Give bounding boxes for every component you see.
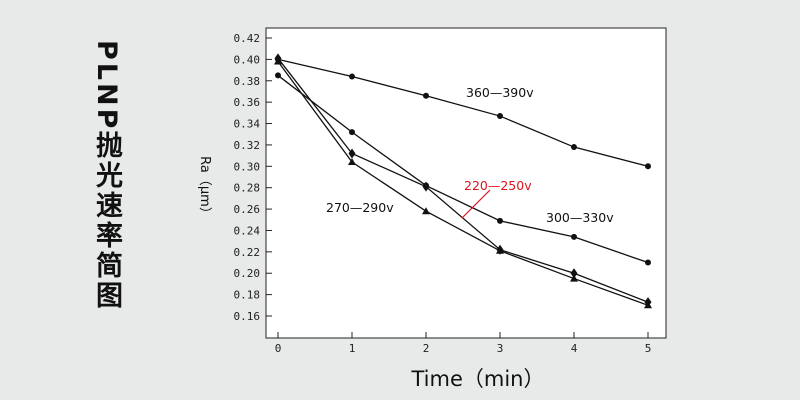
x-tick-label: 2 [423, 342, 430, 355]
annotation-220-250v: 220—250v [464, 178, 532, 193]
point-220-250-2 [422, 181, 430, 192]
y-tick-label: 0.32 [234, 139, 261, 152]
y-tick-label: 0.20 [234, 267, 261, 280]
point-300-330-3 [497, 217, 503, 224]
y-tick-label: 0.40 [234, 53, 261, 66]
series-line-300-330 [277, 74, 649, 264]
point-270-290-4 [570, 274, 578, 282]
point-220-250-1 [348, 148, 356, 159]
point-360-390-2 [423, 92, 429, 99]
point-360-390-5 [645, 163, 651, 170]
x-tick-label: 0 [275, 342, 282, 355]
y-tick-label: 0.26 [234, 203, 261, 216]
x-axis: 0 1 2 3 4 5 [275, 332, 652, 355]
annotation-layer: 360—390v 300—330v 220—250v 270—290v [326, 85, 614, 225]
x-tick-label: 3 [497, 342, 504, 355]
y-tick-label: 0.18 [234, 289, 261, 302]
y-axis-label: Ra（μm） [197, 156, 212, 220]
annotation-leader-line [461, 189, 491, 219]
y-tick-label: 0.24 [234, 224, 261, 237]
series-line-270-290 [277, 61, 649, 306]
point-220-250-4 [570, 268, 578, 279]
series-line-360-390 [277, 58, 649, 167]
x-tick-label: 5 [645, 342, 652, 355]
x-tick-label: 4 [571, 342, 578, 355]
y-tick-label: 0.34 [234, 118, 261, 131]
x-tick-label: 1 [349, 342, 356, 355]
y-tick-label: 0.42 [234, 32, 261, 45]
y-tick-label: 0.36 [234, 96, 261, 109]
point-300-330-4 [571, 233, 577, 240]
series-layer [274, 53, 652, 309]
point-300-330-5 [645, 259, 651, 266]
point-270-290-3 [496, 246, 504, 254]
point-360-390-3 [497, 113, 503, 120]
series-line-220-250 [277, 57, 649, 303]
plot-area [265, 27, 667, 339]
x-axis-label: Time（min） [411, 367, 545, 391]
point-270-290-5 [644, 301, 652, 309]
annotation-270-290v: 270—290v [326, 200, 394, 215]
y-tick-label: 0.16 [234, 310, 261, 323]
point-360-390-4 [571, 144, 577, 151]
y-axis: 0.16 0.18 0.20 0.22 0.24 0.26 0.28 0.30 0.32 0.34… [234, 32, 272, 323]
annotation-360-390v: 360—390v [466, 85, 534, 100]
y-tick-label: 0.38 [234, 75, 261, 88]
point-300-330-0 [275, 72, 281, 79]
point-270-290-0 [274, 57, 282, 65]
point-300-330-1 [349, 129, 355, 136]
y-tick-label: 0.28 [234, 182, 261, 195]
y-tick-label: 0.30 [234, 160, 261, 173]
point-360-390-1 [349, 73, 355, 80]
point-270-290-2 [422, 207, 430, 215]
annotation-300-330v: 300—330v [546, 210, 614, 225]
point-270-290-1 [348, 158, 356, 166]
y-tick-label: 0.22 [234, 246, 261, 259]
page-title: PLNP抛光速率简图 [91, 40, 122, 312]
